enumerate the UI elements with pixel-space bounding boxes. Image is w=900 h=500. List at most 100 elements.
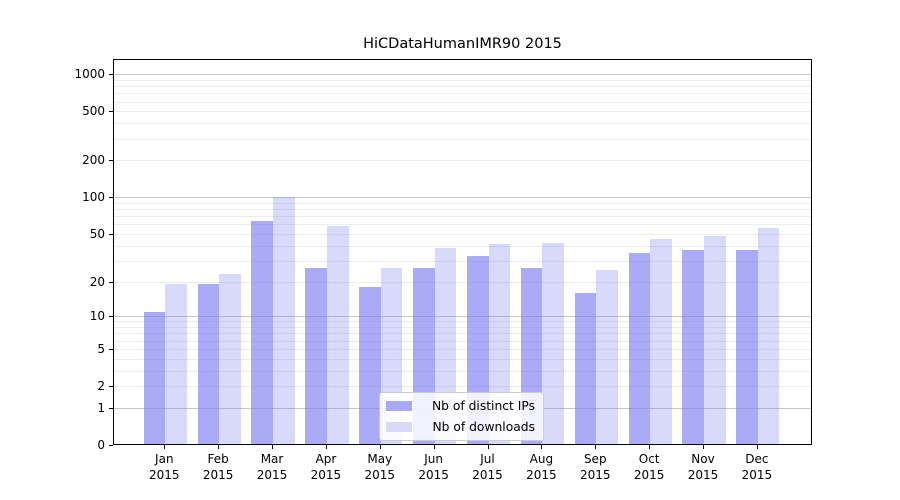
y-gridline-minor bbox=[114, 202, 811, 204]
plot-area bbox=[113, 59, 812, 445]
x-axis-tick bbox=[433, 445, 435, 449]
y-axis-tick bbox=[109, 233, 113, 235]
x-tick-label-month: Oct bbox=[638, 452, 660, 466]
bar-downloads-jan bbox=[165, 284, 187, 444]
y-gridline-major bbox=[114, 316, 811, 318]
x-tick-label-month: Dec bbox=[745, 452, 769, 466]
y-gridline-minor bbox=[114, 160, 811, 162]
y-gridline-minor bbox=[114, 224, 811, 226]
bar-downloads-feb bbox=[219, 274, 241, 444]
y-axis-tick bbox=[109, 316, 113, 318]
y-axis-tick-label: 0 bbox=[97, 438, 105, 452]
x-tick-label-year: 2015 bbox=[418, 468, 449, 482]
y-axis-tick bbox=[109, 386, 113, 388]
y-gridline-minor bbox=[114, 333, 811, 335]
y-axis-tick bbox=[109, 407, 113, 409]
y-axis-tick bbox=[109, 111, 113, 113]
x-axis-tick bbox=[379, 445, 381, 449]
x-tick-label-year: 2015 bbox=[202, 468, 234, 482]
bar-ips-may bbox=[359, 286, 381, 444]
y-axis-tick-label: 1 bbox=[97, 400, 105, 415]
x-axis-tick bbox=[325, 445, 327, 449]
bar-ips-dec bbox=[736, 249, 758, 444]
bar-downloads-apr bbox=[326, 226, 349, 444]
legend: Nb of distinct IPs Nb of downloads bbox=[379, 392, 544, 441]
bar-ips-sep bbox=[574, 292, 597, 444]
x-tick-label-month: Jun bbox=[424, 452, 444, 466]
legend-swatch-downloads-icon bbox=[386, 422, 412, 432]
x-tick-label-year: 2015 bbox=[472, 468, 503, 482]
x-axis-tick-label: Jan 2015 bbox=[136, 451, 192, 483]
bar-downloads-nov bbox=[704, 236, 726, 444]
x-tick-label-year: 2015 bbox=[364, 468, 396, 482]
y-gridline-minor bbox=[114, 281, 811, 283]
x-axis-tick-label: May 2015 bbox=[352, 451, 408, 483]
chart-title: HiCDataHumanIMR90 2015 bbox=[363, 36, 562, 52]
x-tick-label-month: Nov bbox=[691, 452, 715, 466]
x-axis-tick-label: Feb 2015 bbox=[190, 451, 246, 483]
y-gridline-minor bbox=[114, 340, 811, 342]
legend-label-downloads: Nb of downloads bbox=[432, 420, 535, 434]
y-axis-tick bbox=[109, 445, 113, 446]
x-axis-tick bbox=[272, 445, 274, 449]
x-tick-label-year: 2015 bbox=[310, 468, 342, 482]
x-axis-tick-label: Nov 2015 bbox=[675, 451, 731, 483]
x-axis-tick-label: Dec 2015 bbox=[729, 451, 785, 483]
y-gridline-minor bbox=[114, 321, 811, 323]
x-tick-label-month: Jul bbox=[480, 452, 495, 466]
x-tick-label-month: May bbox=[367, 452, 393, 466]
x-axis-tick bbox=[703, 445, 704, 449]
x-axis-tick bbox=[649, 445, 651, 449]
x-axis-tick bbox=[164, 445, 166, 449]
y-gridline-major bbox=[114, 197, 811, 199]
y-axis-tick bbox=[109, 281, 113, 283]
x-axis-tick bbox=[218, 445, 220, 449]
x-tick-label-year: 2015 bbox=[741, 468, 773, 482]
y-gridline-minor bbox=[114, 209, 811, 211]
x-axis-tick-label: Apr 2015 bbox=[298, 451, 354, 483]
legend-item-distinct-ips: Nb of distinct IPs bbox=[386, 398, 535, 414]
y-axis-tick-label: 5 bbox=[97, 341, 105, 356]
y-gridline-minor bbox=[114, 86, 811, 88]
y-axis-tick bbox=[109, 348, 113, 350]
y-gridline-minor bbox=[114, 93, 811, 95]
bar-downloads-aug bbox=[542, 243, 564, 444]
y-axis-tick bbox=[109, 74, 113, 76]
y-axis-tick-label: 50 bbox=[89, 226, 105, 241]
y-gridline-major bbox=[114, 74, 811, 76]
x-axis-tick bbox=[541, 445, 543, 449]
x-axis-tick bbox=[756, 445, 758, 449]
y-gridline-minor bbox=[114, 101, 811, 103]
x-axis-tick-label: Aug 2015 bbox=[513, 451, 569, 483]
y-axis-tick-label: 20 bbox=[89, 274, 105, 289]
y-gridline-minor bbox=[114, 233, 811, 235]
x-axis-tick-label: Oct 2015 bbox=[621, 451, 677, 483]
x-tick-label-month: Sep bbox=[583, 452, 607, 466]
y-axis-tick-label: 200 bbox=[82, 153, 105, 168]
x-tick-label-year: 2015 bbox=[633, 468, 665, 482]
bar-ips-oct bbox=[628, 252, 651, 444]
bar-ips-apr bbox=[305, 268, 327, 444]
x-tick-label-month: Aug bbox=[529, 452, 554, 466]
bar-ips-mar bbox=[251, 220, 274, 444]
y-gridline-minor bbox=[114, 358, 811, 360]
y-axis-tick-label: 10 bbox=[89, 309, 105, 324]
bar-downloads-oct bbox=[650, 239, 672, 444]
y-axis-tick-label: 2 bbox=[97, 379, 105, 394]
legend-swatch-ips-icon bbox=[386, 401, 412, 411]
x-tick-label-year: 2015 bbox=[149, 468, 180, 482]
bar-ips-nov bbox=[682, 249, 704, 444]
x-tick-label-month: Jan bbox=[155, 452, 174, 466]
y-axis-tick-label: 500 bbox=[82, 104, 105, 119]
y-gridline-minor bbox=[114, 260, 811, 262]
bar-downloads-mar bbox=[273, 197, 295, 444]
bar-downloads-sep bbox=[596, 270, 618, 444]
x-tick-label-month: Mar bbox=[260, 452, 284, 466]
legend-item-downloads: Nb of downloads bbox=[386, 419, 535, 435]
y-gridline-minor bbox=[114, 79, 811, 81]
bar-ips-jan bbox=[143, 311, 166, 444]
x-axis-tick bbox=[595, 445, 597, 449]
x-tick-label-year: 2015 bbox=[687, 468, 719, 482]
y-gridline-minor bbox=[114, 216, 811, 218]
